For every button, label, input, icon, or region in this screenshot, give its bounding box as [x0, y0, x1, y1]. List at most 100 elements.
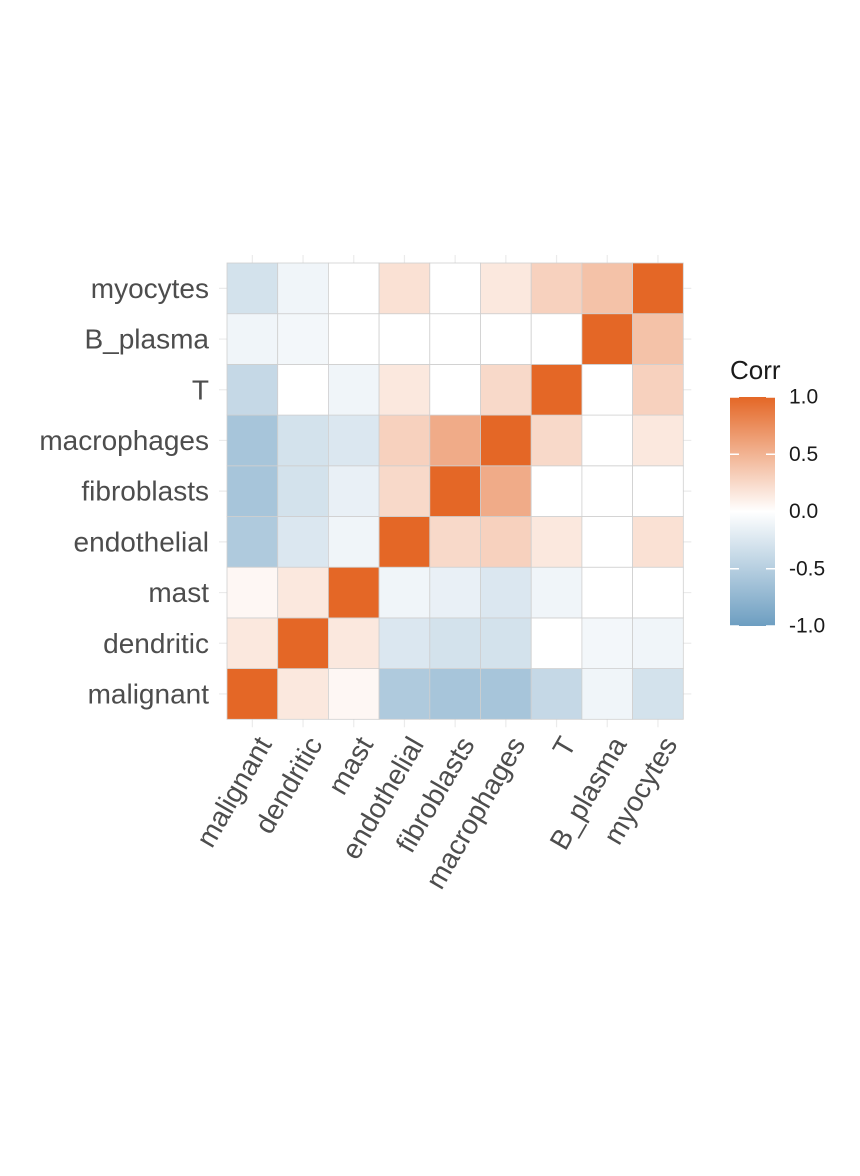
heatmap-cell-mast-myocytes	[327, 262, 380, 315]
heatmap-cell-T-macrophages	[530, 414, 583, 467]
heatmap-cell-B_plasma-malignant	[581, 668, 634, 720]
heatmap-cell-myocytes-T	[632, 363, 684, 416]
heatmap-cell-malignant-mast	[226, 566, 279, 619]
heatmap-cell-T-dendritic	[530, 617, 583, 670]
heatmap-cell-endothelial-B_plasma	[378, 313, 431, 365]
y-tick-label-malignant: malignant	[88, 678, 210, 709]
heatmap-cell-myocytes-fibroblasts	[632, 465, 684, 517]
heatmap-cell-malignant-B_plasma	[226, 313, 279, 365]
heatmap-cell-fibroblasts-mast	[429, 566, 481, 619]
heatmap-cell-B_plasma-fibroblasts	[581, 465, 634, 517]
heatmap-cell-fibroblasts-fibroblasts	[429, 465, 481, 517]
legend: Corr 1.0 0.5 0.0 -0.5 -1.0	[730, 355, 825, 638]
heatmap-cell-malignant-macrophages	[226, 414, 279, 467]
heatmap-cell-dendritic-dendritic	[277, 617, 329, 670]
legend-tick-label: 0.0	[789, 500, 818, 523]
y-tick-label-T: T	[192, 374, 209, 405]
heatmap-cell-B_plasma-mast	[581, 566, 634, 619]
heatmap-cell-mast-macrophages	[327, 414, 380, 467]
heatmap-cell-fibroblasts-T	[429, 363, 481, 416]
heatmap-cell-macrophages-macrophages	[480, 414, 532, 467]
heatmap-cell-fibroblasts-endothelial	[429, 516, 481, 568]
x-axis-labels: malignantdendriticmastendothelialfibrobl…	[190, 731, 683, 894]
heatmap-cell-dendritic-B_plasma	[277, 313, 329, 365]
y-tick-label-fibroblasts: fibroblasts	[81, 476, 209, 507]
heatmap-cell-myocytes-myocytes	[632, 262, 684, 315]
heatmap-cell-macrophages-endothelial	[480, 516, 532, 568]
heatmap-cell-mast-malignant	[327, 668, 380, 720]
heatmap-cell-dendritic-endothelial	[277, 516, 329, 568]
heatmap-cell-malignant-fibroblasts	[226, 465, 279, 517]
heatmap-cell-fibroblasts-macrophages	[429, 414, 481, 467]
heatmap-cell-myocytes-B_plasma	[632, 313, 684, 365]
heatmap-cell-endothelial-fibroblasts	[378, 465, 431, 517]
heatmap-cell-dendritic-myocytes	[277, 262, 329, 315]
y-axis-labels: malignant dendritic mast endothelial fibrobl…	[39, 273, 209, 710]
heatmap-cell-T-mast	[530, 566, 583, 619]
heatmap-cell-T-endothelial	[530, 516, 583, 568]
heatmap-cell-myocytes-dendritic	[632, 617, 684, 670]
heatmap-cell-fibroblasts-dendritic	[429, 617, 481, 670]
heatmap-cell-mast-T	[327, 363, 380, 416]
heatmap-cell-macrophages-fibroblasts	[480, 465, 532, 517]
heatmap-cell-macrophages-B_plasma	[480, 313, 532, 365]
heatmap-cell-myocytes-malignant	[632, 668, 684, 720]
x-tick-label-malignant: malignant	[190, 731, 278, 852]
y-tick-label-myocytes: myocytes	[91, 273, 209, 304]
heatmap-cell-B_plasma-macrophages	[581, 414, 634, 467]
legend-tick-label: -1.0	[789, 615, 825, 638]
heatmap-cell-macrophages-mast	[480, 566, 532, 619]
heatmap-cell-malignant-myocytes	[226, 262, 279, 315]
heatmap-cell-malignant-dendritic	[226, 617, 279, 670]
heatmap-cell-fibroblasts-B_plasma	[429, 313, 481, 365]
heatmap-cell-mast-dendritic	[327, 617, 380, 670]
y-tick-label-dendritic: dendritic	[103, 628, 209, 659]
legend-tick-label: 0.5	[789, 443, 818, 466]
heatmap-cell-T-malignant	[530, 668, 583, 720]
heatmap-cell-macrophages-malignant	[480, 668, 532, 720]
y-tick-label-macrophages: macrophages	[39, 425, 209, 456]
heatmap-cell-B_plasma-endothelial	[581, 516, 634, 568]
heatmap-tiles	[226, 262, 684, 720]
heatmap-cell-dendritic-macrophages	[277, 414, 329, 467]
heatmap-cell-macrophages-T	[480, 363, 532, 416]
heatmap-cell-T-B_plasma	[530, 313, 583, 365]
heatmap-cell-mast-B_plasma	[327, 313, 380, 365]
heatmap-cell-myocytes-macrophages	[632, 414, 684, 467]
heatmap-cell-macrophages-myocytes	[480, 262, 532, 315]
legend-ticks: 1.0 0.5 0.0 -0.5 -1.0	[730, 386, 825, 638]
heatmap-cell-fibroblasts-myocytes	[429, 262, 481, 315]
heatmap-cell-mast-endothelial	[327, 516, 380, 568]
heatmap-cell-macrophages-dendritic	[480, 617, 532, 670]
heatmap-cell-B_plasma-dendritic	[581, 617, 634, 670]
legend-title: Corr	[730, 355, 781, 385]
heatmap-cell-endothelial-endothelial	[378, 516, 431, 568]
heatmap-cell-T-myocytes	[530, 262, 583, 315]
heatmap-cell-fibroblasts-malignant	[429, 668, 481, 720]
heatmap-cell-malignant-endothelial	[226, 516, 279, 568]
heatmap-cell-B_plasma-myocytes	[581, 262, 634, 315]
heatmap-cell-B_plasma-T	[581, 363, 634, 416]
y-tick-label-B_plasma: B_plasma	[84, 324, 209, 355]
heatmap-cell-T-fibroblasts	[530, 465, 583, 517]
heatmap-cell-dendritic-mast	[277, 566, 329, 619]
heatmap-cell-endothelial-dendritic	[378, 617, 431, 670]
heatmap-cell-endothelial-myocytes	[378, 262, 431, 315]
heatmap-cell-dendritic-fibroblasts	[277, 465, 329, 517]
y-tick-label-mast: mast	[148, 577, 209, 608]
heatmap-cell-endothelial-mast	[378, 566, 431, 619]
legend-tick-label: -0.5	[789, 557, 825, 580]
heatmap-cell-malignant-malignant	[226, 668, 279, 720]
legend-tick-label: 1.0	[789, 386, 818, 409]
heatmap-cell-myocytes-endothelial	[632, 516, 684, 568]
heatmap-cell-mast-mast	[327, 566, 380, 619]
y-tick-label-endothelial: endothelial	[74, 526, 209, 557]
heatmap-cell-myocytes-mast	[632, 566, 684, 619]
heatmap-cell-dendritic-T	[277, 363, 329, 416]
heatmap-cell-endothelial-T	[378, 363, 431, 416]
x-tick-label-T: T	[547, 732, 582, 762]
heatmap-cell-endothelial-malignant	[378, 668, 431, 720]
heatmap-cell-T-T	[530, 363, 583, 416]
heatmap-cell-mast-fibroblasts	[327, 465, 380, 517]
